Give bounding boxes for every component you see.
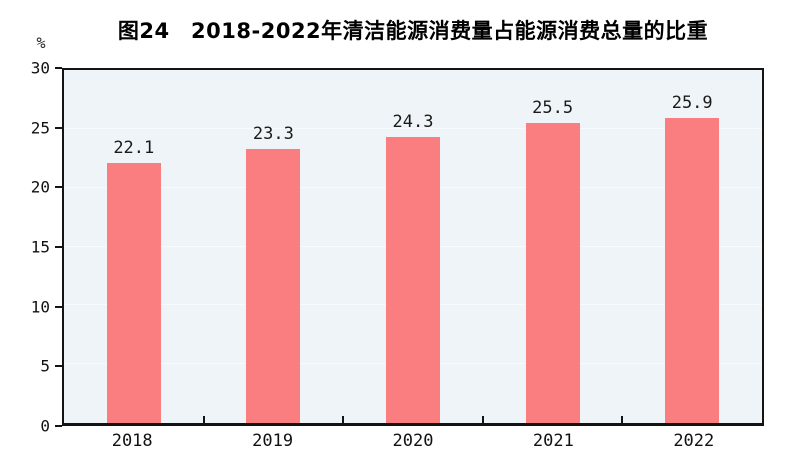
- x-tick-label: 2022: [673, 431, 715, 451]
- gridline: [64, 127, 762, 129]
- y-tick-label: 0: [40, 416, 50, 436]
- y-tick: [55, 305, 62, 308]
- bar-value-label: 25.9: [671, 93, 713, 114]
- y-tick-label: 30: [30, 58, 50, 78]
- bar: [246, 148, 301, 423]
- y-axis-unit-label: %: [36, 34, 46, 52]
- y-tick-label: 20: [30, 177, 50, 197]
- x-tick-label: 2018: [111, 431, 153, 451]
- y-tick: [55, 246, 62, 248]
- x-tick: [342, 416, 345, 423]
- x-tick-label: 2019: [252, 431, 294, 451]
- y-tick: [55, 186, 62, 189]
- x-tick: [481, 416, 484, 423]
- plot-area-inner: 22.1 23.3 24.3 25.5 25.9: [64, 70, 762, 423]
- bar: [386, 137, 440, 423]
- y-tick-label: 5: [40, 356, 50, 376]
- bar-value-label: 25.5: [532, 97, 574, 118]
- y-tick-label: 10: [30, 297, 50, 317]
- x-tick-label: 2020: [392, 431, 434, 451]
- x-tick-label: 2021: [532, 431, 574, 451]
- y-axis: 0 5 10 15 20 25 30: [0, 59, 62, 436]
- x-axis: 2018 2019 2020 2021 2022: [62, 431, 764, 457]
- y-tick: [55, 67, 62, 69]
- bar-value-label: 22.1: [113, 137, 155, 158]
- y-tick-label: 25: [30, 118, 50, 138]
- bar: [665, 118, 720, 423]
- bar-value-label: 23.3: [252, 123, 294, 144]
- chart-title: 图24 2018-2022年清洁能源消费量占能源消费总量的比重: [117, 19, 709, 43]
- x-tick: [621, 416, 624, 423]
- y-tick: [55, 365, 62, 368]
- x-tick: [202, 416, 205, 423]
- bar: [525, 122, 580, 423]
- bar-value-label: 24.3: [392, 112, 434, 133]
- plot-area: 22.1 23.3 24.3 25.5 25.9: [62, 68, 764, 426]
- y-tick: [55, 126, 62, 129]
- y-tick-label: 15: [30, 237, 50, 257]
- y-tick: [55, 425, 62, 427]
- bar: [106, 162, 161, 423]
